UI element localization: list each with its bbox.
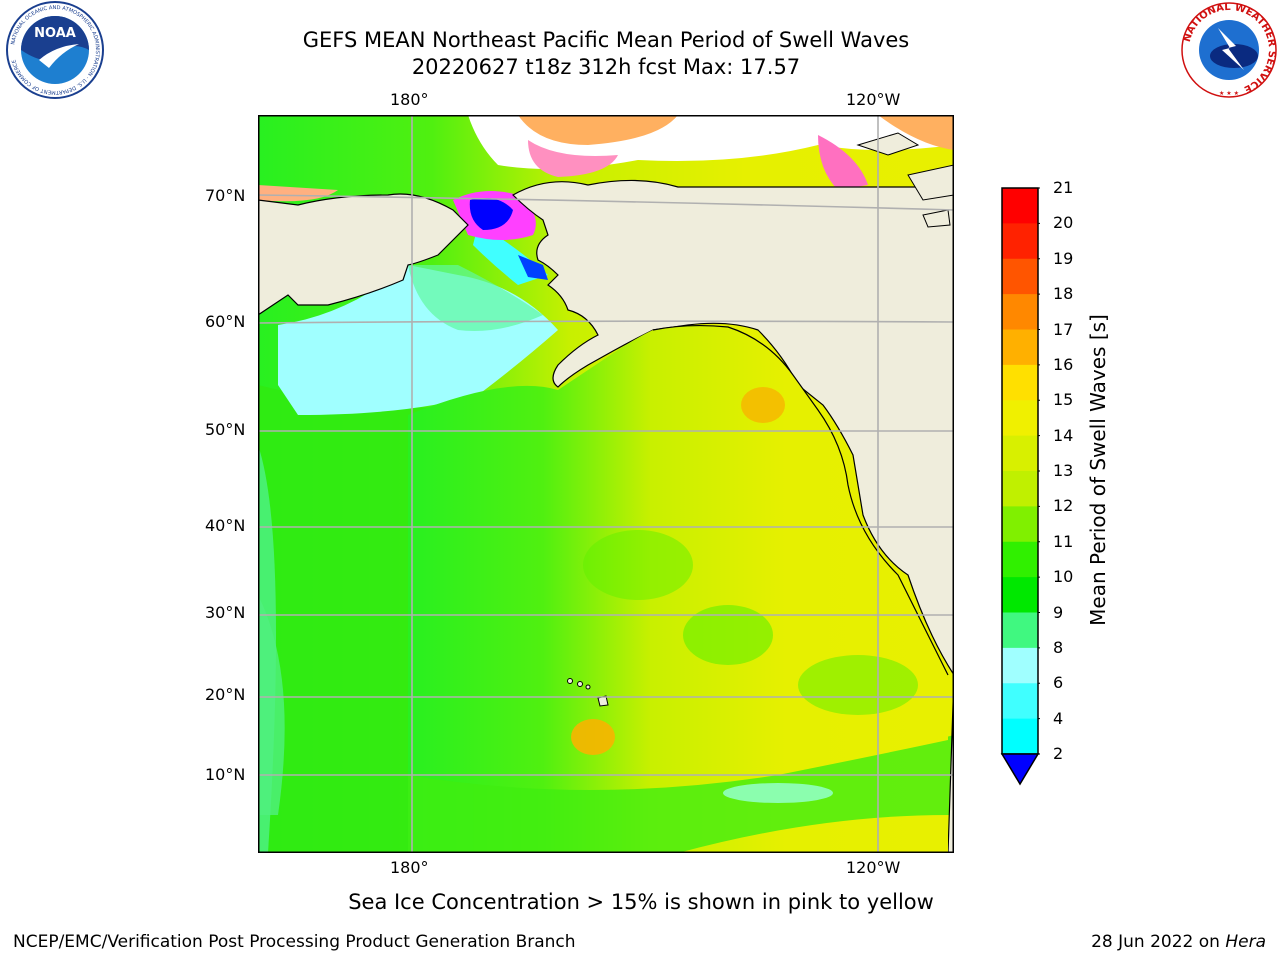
land-alaska	[512, 179, 954, 853]
footer-date: 28 Jun 2022 on Hera	[1091, 932, 1266, 952]
colorbar-swatch	[1002, 364, 1038, 401]
lat-tick-30n: 30°N	[205, 603, 246, 622]
svg-text:★ ★ ★: ★ ★ ★	[1219, 90, 1239, 97]
colorbar-swatch	[1002, 506, 1038, 543]
lon-tick-top-180: 180°	[390, 90, 429, 109]
footer-host: Hera	[1225, 932, 1266, 952]
chart-subtitle: 20220627 t18z 312h fcst Max: 17.57	[411, 55, 801, 79]
colorbar-tick-label: 18	[1053, 284, 1074, 304]
colorbar-under-arrow	[1000, 753, 1040, 786]
noaa-logo-text: NOAA	[34, 26, 76, 41]
coastline-na	[652, 324, 949, 676]
colorbar-swatch	[1002, 400, 1038, 437]
lat-tick-60n: 60°N	[205, 312, 246, 331]
lat-tick-70n: 70°N	[205, 186, 246, 205]
colorbar-swatch	[1002, 258, 1038, 295]
colorbar-tick-label: 9	[1053, 602, 1064, 622]
colorbar-tick-label: 4	[1053, 708, 1064, 728]
colorbar	[1000, 187, 1040, 786]
colorbar-swatch	[1002, 577, 1038, 613]
lon-tick-bottom-120w: 120°W	[846, 858, 901, 877]
colorbar-tick-label: 20	[1053, 213, 1074, 233]
colorbar-tick-label: 2	[1053, 744, 1064, 763]
colorbar-tick-label: 8	[1053, 637, 1064, 657]
footer-credit: NCEP/EMC/Verification Post Processing Pr…	[13, 932, 576, 952]
lat-tick-40n: 40°N	[205, 516, 246, 535]
colorbar-tick-label: 16	[1053, 354, 1074, 374]
colorbar-tick-label: 17	[1053, 319, 1074, 339]
chart-title: GEFS MEAN Northeast Pacific Mean Period …	[302, 28, 910, 52]
colorbar-tick-label: 15	[1053, 390, 1074, 410]
colorbar-swatch	[1002, 647, 1038, 684]
colorbar-swatch	[1002, 223, 1038, 260]
colorbar-tick-label: 14	[1053, 425, 1074, 445]
colorbar-swatch	[1002, 435, 1038, 472]
colorbar-tick-label: 13	[1053, 461, 1074, 480]
nws-logo: NATIONAL WEATHER SERVICE ★ ★ ★	[1181, 2, 1277, 98]
colorbar-swatch	[1002, 683, 1038, 720]
noaa-logo: NATIONAL OCEANIC AND ATMOSPHERIC ADMINIS…	[6, 1, 104, 99]
lon-tick-bottom-180: 180°	[390, 858, 429, 877]
colorbar-swatch	[1002, 718, 1038, 755]
colorbar-tick-label: 21	[1053, 178, 1074, 197]
gridlines	[258, 115, 954, 853]
lat-tick-50n: 50°N	[205, 420, 246, 439]
map-canvas	[258, 115, 954, 853]
land-chukotka	[258, 193, 469, 316]
colorbar-title: Mean Period of Swell Waves [s]	[1086, 314, 1110, 626]
map-frame	[258, 115, 954, 853]
hawaiian-islands	[567, 678, 609, 707]
lon-tick-top-120w: 120°W	[846, 90, 901, 109]
colorbar-swatch	[1002, 329, 1038, 366]
colorbar-swatch	[1002, 471, 1038, 507]
colorbar-swatch	[1002, 541, 1038, 578]
sea-ice-caption: Sea Ice Concentration > 15% is shown in …	[348, 890, 934, 914]
lat-tick-20n: 20°N	[205, 685, 246, 704]
colorbar-tick-label: 19	[1053, 248, 1074, 268]
colorbar-tick-label: 6	[1053, 673, 1064, 693]
colorbar-tick-label: 10	[1053, 567, 1074, 587]
colorbar-swatch	[1002, 612, 1038, 649]
colorbar-tick-label: 12	[1053, 496, 1074, 516]
colorbar-swatch	[1002, 294, 1038, 330]
colorbar-tick-label: 11	[1053, 531, 1074, 551]
colorbar-swatch	[1002, 188, 1038, 224]
lat-tick-10n: 10°N	[205, 765, 246, 784]
